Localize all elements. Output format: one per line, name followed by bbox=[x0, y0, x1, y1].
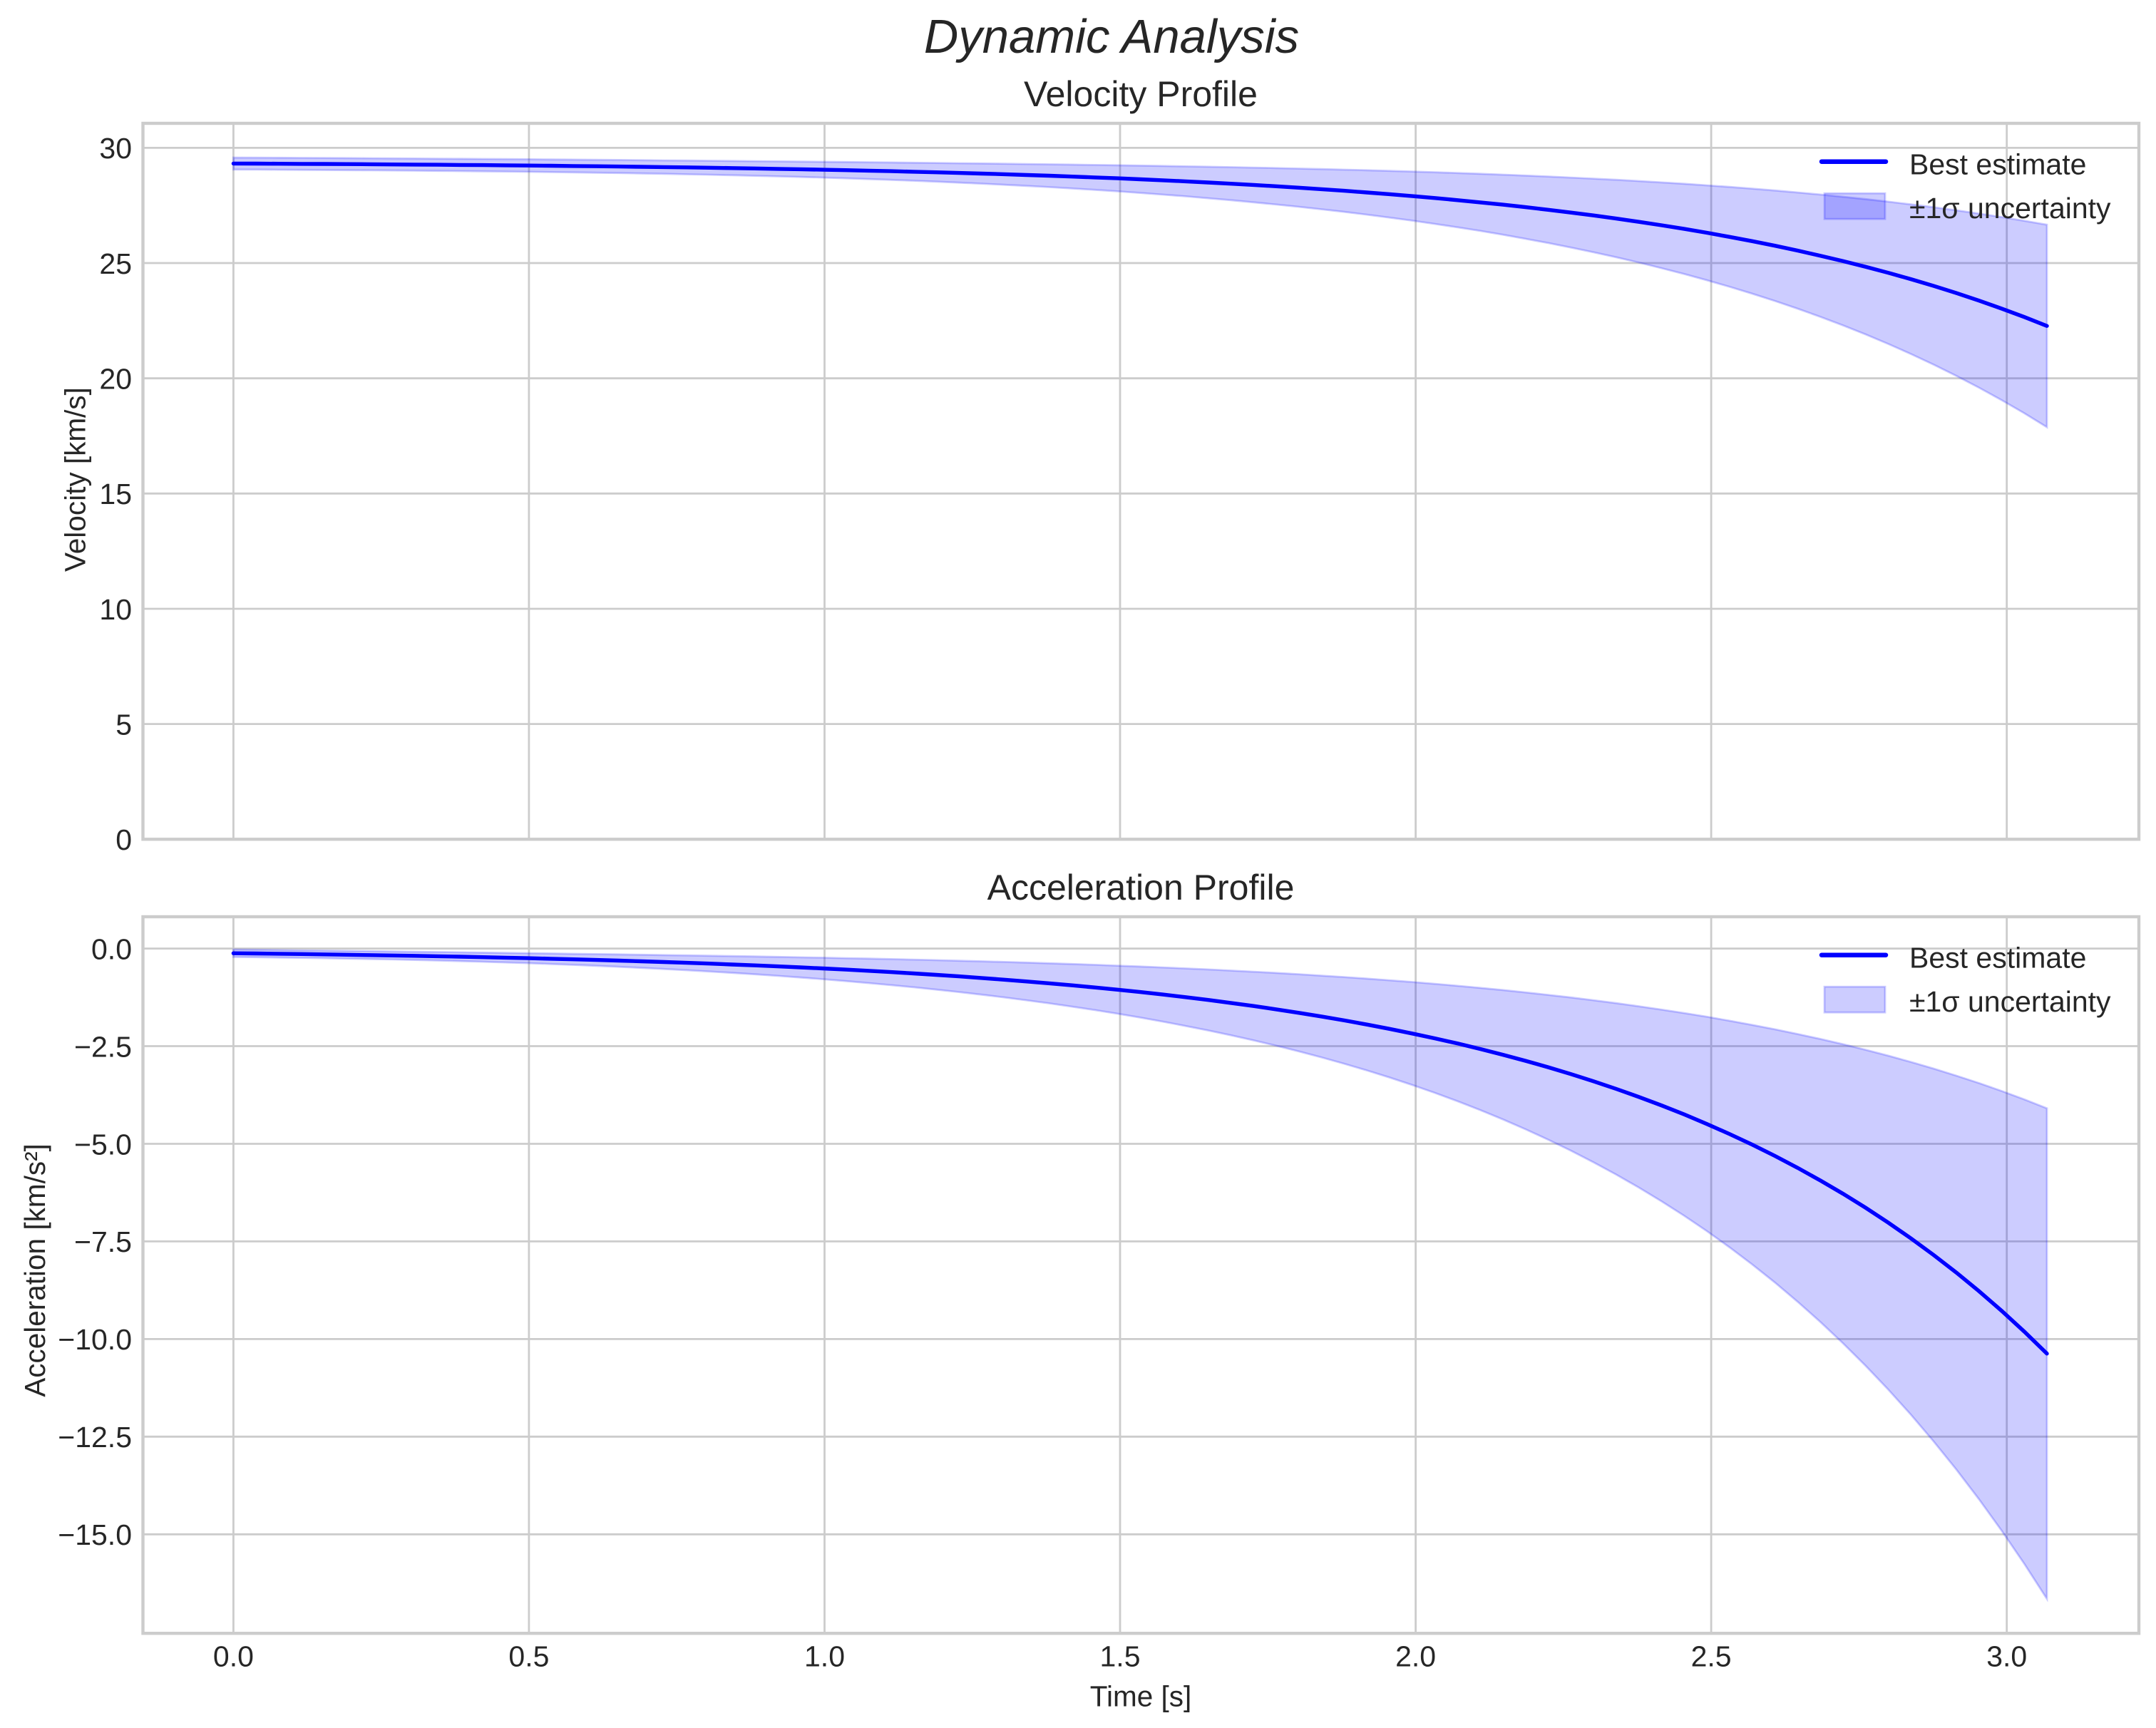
svg-text:20: 20 bbox=[99, 363, 132, 396]
svg-text:Acceleration [km/s²]: Acceleration [km/s²] bbox=[19, 1143, 51, 1397]
svg-text:Velocity [km/s]: Velocity [km/s] bbox=[59, 387, 92, 572]
svg-text:Best estimate: Best estimate bbox=[1909, 148, 2086, 180]
svg-text:−15.0: −15.0 bbox=[58, 1518, 132, 1551]
svg-text:25: 25 bbox=[99, 247, 132, 280]
svg-text:15: 15 bbox=[99, 478, 132, 510]
svg-text:±1σ uncertainty: ±1σ uncertainty bbox=[1909, 985, 2111, 1018]
svg-text:−5.0: −5.0 bbox=[74, 1128, 132, 1161]
svg-text:3.0: 3.0 bbox=[1986, 1640, 2027, 1673]
svg-text:−7.5: −7.5 bbox=[74, 1225, 132, 1258]
svg-text:0.5: 0.5 bbox=[508, 1640, 549, 1673]
svg-text:0: 0 bbox=[115, 823, 132, 856]
svg-text:1.0: 1.0 bbox=[804, 1640, 845, 1673]
svg-text:−2.5: −2.5 bbox=[74, 1030, 132, 1063]
svg-text:−10.0: −10.0 bbox=[58, 1323, 132, 1356]
svg-text:5: 5 bbox=[115, 709, 132, 741]
svg-text:0.0: 0.0 bbox=[91, 932, 132, 965]
svg-text:Dynamic Analysis: Dynamic Analysis bbox=[924, 10, 1299, 63]
svg-text:0.0: 0.0 bbox=[213, 1640, 254, 1673]
svg-text:2.0: 2.0 bbox=[1395, 1640, 1436, 1673]
svg-text:Best estimate: Best estimate bbox=[1909, 941, 2086, 974]
svg-text:1.5: 1.5 bbox=[1100, 1640, 1141, 1673]
svg-text:Time [s]: Time [s] bbox=[1090, 1680, 1192, 1713]
svg-text:Acceleration Profile: Acceleration Profile bbox=[987, 868, 1295, 907]
svg-text:−12.5: −12.5 bbox=[58, 1421, 132, 1454]
svg-text:2.5: 2.5 bbox=[1691, 1640, 1732, 1673]
svg-text:Velocity Profile: Velocity Profile bbox=[1024, 74, 1258, 114]
svg-text:10: 10 bbox=[99, 593, 132, 626]
svg-text:±1σ uncertainty: ±1σ uncertainty bbox=[1909, 192, 2111, 225]
svg-text:30: 30 bbox=[99, 132, 132, 165]
